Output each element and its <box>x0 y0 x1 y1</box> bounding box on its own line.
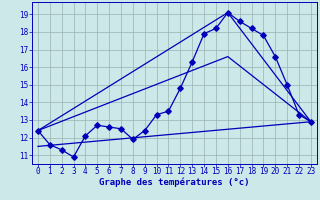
X-axis label: Graphe des températures (°c): Graphe des températures (°c) <box>99 178 250 187</box>
